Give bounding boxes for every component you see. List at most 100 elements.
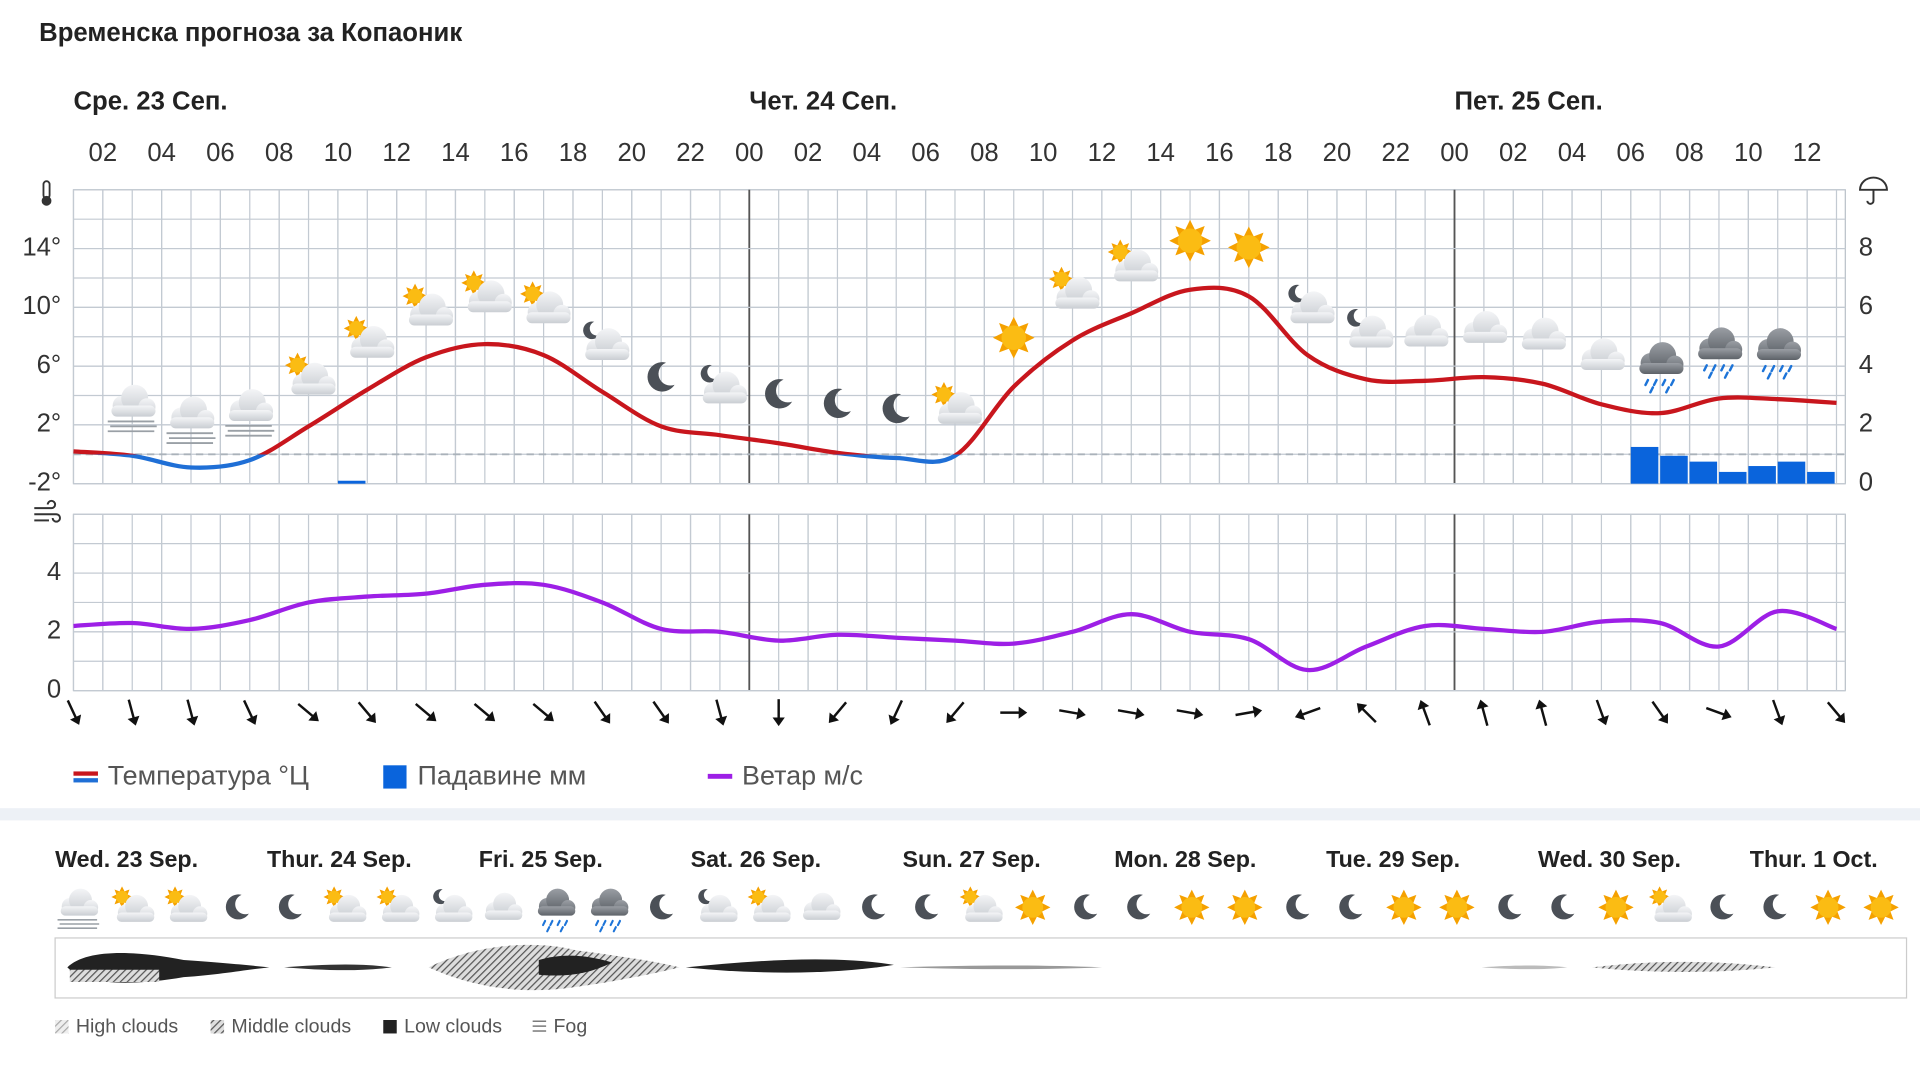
overview-icon (377, 886, 420, 922)
precip-bar (1748, 466, 1776, 484)
x-tick-label: 08 (970, 139, 999, 167)
x-tick-label: 08 (265, 139, 294, 167)
overview-day: Sat. 26 Sep. (691, 846, 822, 872)
y-tick-label: 6° (37, 351, 62, 379)
wind-arrow (414, 703, 437, 722)
wind-arrow (1651, 700, 1669, 724)
overview-day: Wed. 30 Sep. (1538, 846, 1681, 872)
wind-arrow (828, 701, 848, 723)
x-tick-label: 08 (1675, 139, 1704, 167)
wind-arrow (1417, 699, 1431, 726)
wind-arrow (357, 701, 376, 723)
overview-icon (485, 893, 522, 920)
chart-title: Временска прогноза за Копаоник (39, 19, 462, 47)
precip-bar (1689, 461, 1718, 484)
umbrella-icon (1859, 176, 1888, 205)
precip-bar (1718, 471, 1747, 484)
x-tick-label: 12 (1793, 139, 1822, 167)
arrow-head (715, 715, 728, 726)
day-label: Чет. 24 Сеп. (749, 88, 897, 116)
weather-icon (1169, 220, 1211, 262)
arrow-head (1834, 712, 1846, 723)
wind-arrow (946, 701, 965, 723)
panel-divider (0, 808, 1920, 821)
arrow-head (1721, 708, 1732, 721)
overview-icon (960, 886, 1003, 922)
arrow-head (1535, 699, 1548, 710)
legend-label: Падавине мм (418, 761, 587, 791)
weather-icon (1228, 227, 1270, 269)
x-tick-label: 02 (1499, 139, 1528, 167)
wind-arrow (1826, 701, 1846, 723)
arrow-head (1417, 699, 1430, 711)
legend-swatch (383, 765, 407, 789)
overview-icon (862, 894, 885, 919)
overview-day: Mon. 28 Sep. (1114, 846, 1256, 872)
x-tick-label: 00 (735, 139, 764, 167)
overview-day: Wed. 23 Sep. (55, 846, 198, 872)
x-tick-label: 04 (853, 139, 882, 167)
overview-icon (748, 886, 791, 922)
wind-icon (34, 499, 61, 523)
legend-label: High clouds (76, 1016, 179, 1038)
arrow-head (600, 713, 611, 724)
y-tick-label: 2 (47, 617, 61, 645)
arrow-head (127, 715, 140, 726)
legend-label: Middle clouds (231, 1016, 351, 1038)
arrow-head (365, 712, 376, 723)
overview-day: Thur. 24 Sep. (267, 846, 412, 872)
thermometer-icon (41, 180, 52, 206)
legend-swatch (707, 773, 733, 779)
overview-icon (1863, 890, 1898, 925)
wind-arrow (186, 699, 199, 726)
wind-arrow (1176, 707, 1204, 720)
x-tick-label: 02 (89, 139, 118, 167)
arrow-head (1476, 699, 1489, 710)
wind-arrow (127, 699, 140, 726)
legend: Температура °Ц Падавине мм Ветар м/с (73, 761, 863, 791)
overview-icon (1074, 894, 1097, 919)
wind-arrow (1294, 706, 1321, 721)
y-tick-label: 2° (37, 410, 62, 438)
arrow-head (1294, 708, 1306, 721)
arrow-head (543, 711, 554, 722)
x-tick-label: 04 (147, 139, 176, 167)
x-tick-label: 14 (1146, 139, 1175, 167)
overview-icon (1015, 890, 1050, 925)
wind-arrow (242, 699, 258, 725)
overview-icon (1227, 890, 1262, 925)
overview-icon (538, 889, 575, 932)
legend-swatch (55, 1020, 69, 1034)
arrow-head (1018, 706, 1028, 719)
overview-icon (279, 894, 302, 919)
x-tick-label: 10 (1029, 139, 1058, 167)
arrow-head (246, 714, 258, 725)
overview-icon (698, 889, 737, 922)
y2-tick-label: 2 (1859, 410, 1873, 438)
wind-arrow (593, 700, 611, 724)
precip-bar (1777, 461, 1806, 484)
legend-label: Температура °Ц (108, 761, 309, 791)
overview-icon (1763, 894, 1786, 919)
overview-icon (226, 894, 249, 919)
wind-arrow (652, 700, 669, 724)
arrow-head (1252, 705, 1263, 718)
weather-icon (993, 317, 1035, 359)
x-tick-label: 18 (559, 139, 588, 167)
x-tick-label: 06 (1617, 139, 1646, 167)
overview-icon (1710, 894, 1733, 919)
series-line (73, 285, 1837, 470)
legend-swatch (73, 771, 98, 776)
arrow-head (1076, 707, 1086, 720)
x-tick-label: 20 (617, 139, 646, 167)
arrow-head (1597, 715, 1609, 726)
overview-icon (1339, 894, 1362, 919)
x-tick-label: 22 (1381, 139, 1410, 167)
arrow-head (828, 712, 839, 723)
overview-icon (1649, 886, 1692, 922)
arrow-head (658, 713, 669, 724)
y-tick-label: -2° (28, 468, 61, 496)
precip-bar (337, 480, 366, 484)
wind-arrow (1000, 706, 1028, 719)
